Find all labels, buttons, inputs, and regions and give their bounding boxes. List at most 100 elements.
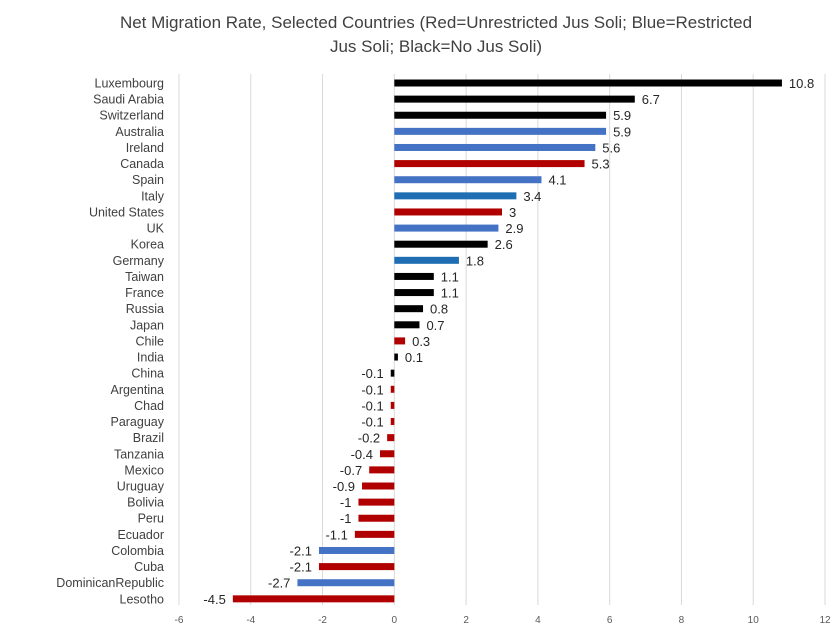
category-label: United States <box>89 205 164 219</box>
category-label: Lesotho <box>120 592 165 606</box>
x-tick-label: 0 <box>392 615 398 626</box>
category-label: Russia <box>126 302 164 316</box>
data-label: -0.4 <box>351 447 373 462</box>
data-label: 2.6 <box>495 237 513 252</box>
bar <box>394 256 459 264</box>
bar <box>394 224 499 232</box>
bar <box>394 337 406 345</box>
data-label: -1 <box>340 511 352 526</box>
category-label: Italy <box>141 189 165 203</box>
bar <box>354 530 395 538</box>
data-label: 0.8 <box>430 302 448 317</box>
category-label: Ecuador <box>117 528 164 542</box>
bar <box>394 353 398 361</box>
data-label: 0.7 <box>426 318 444 333</box>
category-label: Ireland <box>126 141 164 155</box>
category-label: Peru <box>138 512 164 526</box>
category-label: Canada <box>120 157 164 171</box>
data-label: -1.1 <box>325 527 347 542</box>
category-label: Luxembourg <box>95 77 165 91</box>
chart-title-line-2: Jus Soli; Black=No Jus Soli) <box>330 37 542 56</box>
bar <box>394 127 607 135</box>
category-label: Australia <box>115 125 164 139</box>
bar <box>390 418 395 426</box>
bar <box>362 482 395 490</box>
bar <box>394 272 434 280</box>
bar <box>394 95 635 103</box>
gridlines <box>178 74 826 605</box>
data-label: 1.8 <box>466 253 484 268</box>
bar <box>394 289 434 297</box>
x-tick-label: 12 <box>819 615 831 626</box>
bar <box>379 450 395 458</box>
category-label: Chad <box>134 399 164 413</box>
category-label: India <box>137 351 164 365</box>
category-label: Germany <box>113 254 165 268</box>
data-label: -2.1 <box>290 543 312 558</box>
category-label: UK <box>147 222 165 236</box>
data-label: 0.3 <box>412 334 430 349</box>
data-label: -0.1 <box>361 398 383 413</box>
category-labels: Luxembourg Saudi Arabia Switzerland Austral… <box>56 77 164 607</box>
x-tick-label: 10 <box>748 615 760 626</box>
bar <box>390 385 395 393</box>
category-label: Brazil <box>133 431 164 445</box>
category-label: Tanzania <box>114 447 164 461</box>
bar <box>394 192 517 200</box>
bar <box>394 79 782 87</box>
x-tick-label: 2 <box>463 615 469 626</box>
bar <box>390 369 395 377</box>
data-label: -0.2 <box>358 431 380 446</box>
chart-title-line-1: Net Migration Rate, Selected Countries (… <box>120 13 752 32</box>
x-tick-label: 6 <box>607 615 613 626</box>
category-label: France <box>125 286 164 300</box>
bar <box>369 466 395 474</box>
data-label: -0.1 <box>361 415 383 430</box>
category-label: Switzerland <box>99 109 164 123</box>
data-label: 5.6 <box>602 140 620 155</box>
bar <box>318 546 395 554</box>
data-label: 3 <box>509 205 516 220</box>
category-label: Saudi Arabia <box>93 93 164 107</box>
category-label: DominicanRepublic <box>56 576 164 590</box>
x-tick-label: 8 <box>679 615 685 626</box>
x-tick-label: -6 <box>175 615 184 626</box>
bar <box>297 579 395 587</box>
x-tick-label: 4 <box>535 615 541 626</box>
bar <box>318 563 395 571</box>
category-label: Spain <box>132 173 164 187</box>
x-tick-label: -2 <box>318 615 327 626</box>
data-label: -4.5 <box>203 592 225 607</box>
bar <box>358 514 395 522</box>
bar <box>394 160 585 168</box>
category-label: Korea <box>131 238 164 252</box>
category-label: Paraguay <box>110 415 164 429</box>
data-label: 3.4 <box>523 189 541 204</box>
category-label: Bolivia <box>127 496 164 510</box>
x-tick-label: -4 <box>246 615 255 626</box>
bar <box>390 401 395 409</box>
x-axis-tick-labels: -6 -4 -2 0 2 4 6 8 10 12 <box>175 615 831 626</box>
category-label: Chile <box>136 334 165 348</box>
bar <box>394 208 502 216</box>
data-label: 10.8 <box>789 76 814 91</box>
bars-group <box>232 79 782 603</box>
category-label: China <box>131 367 164 381</box>
bar <box>394 176 542 184</box>
data-label: -2.7 <box>268 576 290 591</box>
data-label: -0.1 <box>361 366 383 381</box>
data-label: 6.7 <box>642 92 660 107</box>
data-label: 2.9 <box>505 221 523 236</box>
data-label: 4.1 <box>548 173 566 188</box>
data-labels: 10.86.75.95.95.65.34.13.432.92.61.81.11.… <box>203 76 814 607</box>
data-label: 5.9 <box>613 124 631 139</box>
bar <box>394 111 607 119</box>
bar <box>394 143 596 151</box>
bar <box>387 434 395 442</box>
data-label: -1 <box>340 495 352 510</box>
category-label: Uruguay <box>117 480 165 494</box>
data-label: -0.1 <box>361 382 383 397</box>
category-label: Taiwan <box>125 270 164 284</box>
data-label: -0.9 <box>333 479 355 494</box>
